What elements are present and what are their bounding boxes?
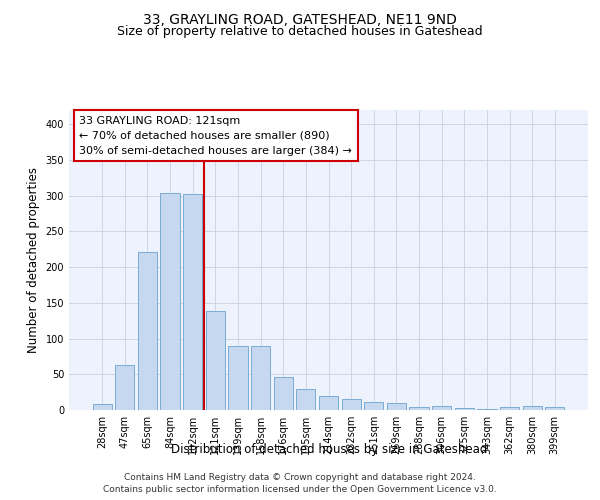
Bar (432, 406, 451, 410)
Bar (455, 408, 474, 410)
Bar (545, 407, 565, 410)
Bar (138, 252, 157, 410)
Text: 33 GRAYLING ROAD: 121sqm
← 70% of detached houses are smaller (890)
30% of semi-: 33 GRAYLING ROAD: 121sqm ← 70% of detach… (79, 116, 352, 156)
Bar (160, 193, 180, 410)
Bar (500, 407, 519, 410)
Bar (92, 404, 112, 410)
Bar (206, 310, 225, 410)
Bar (409, 407, 428, 410)
Bar (523, 406, 542, 410)
Text: 33, GRAYLING ROAD, GATESHEAD, NE11 9ND: 33, GRAYLING ROAD, GATESHEAD, NE11 9ND (143, 12, 457, 26)
Bar (341, 400, 361, 410)
Text: Contains HM Land Registry data © Crown copyright and database right 2024.: Contains HM Land Registry data © Crown c… (124, 472, 476, 482)
Bar (251, 346, 270, 410)
Bar (229, 346, 248, 410)
Text: Contains public sector information licensed under the Open Government Licence v3: Contains public sector information licen… (103, 485, 497, 494)
Bar (364, 402, 383, 410)
Text: Size of property relative to detached houses in Gateshead: Size of property relative to detached ho… (117, 25, 483, 38)
Bar (477, 408, 497, 410)
Y-axis label: Number of detached properties: Number of detached properties (27, 167, 40, 353)
Bar (319, 396, 338, 410)
Bar (183, 194, 202, 410)
Bar (115, 365, 134, 410)
Text: Distribution of detached houses by size in Gateshead: Distribution of detached houses by size … (170, 442, 487, 456)
Bar (387, 403, 406, 410)
Bar (296, 390, 316, 410)
Bar (274, 377, 293, 410)
